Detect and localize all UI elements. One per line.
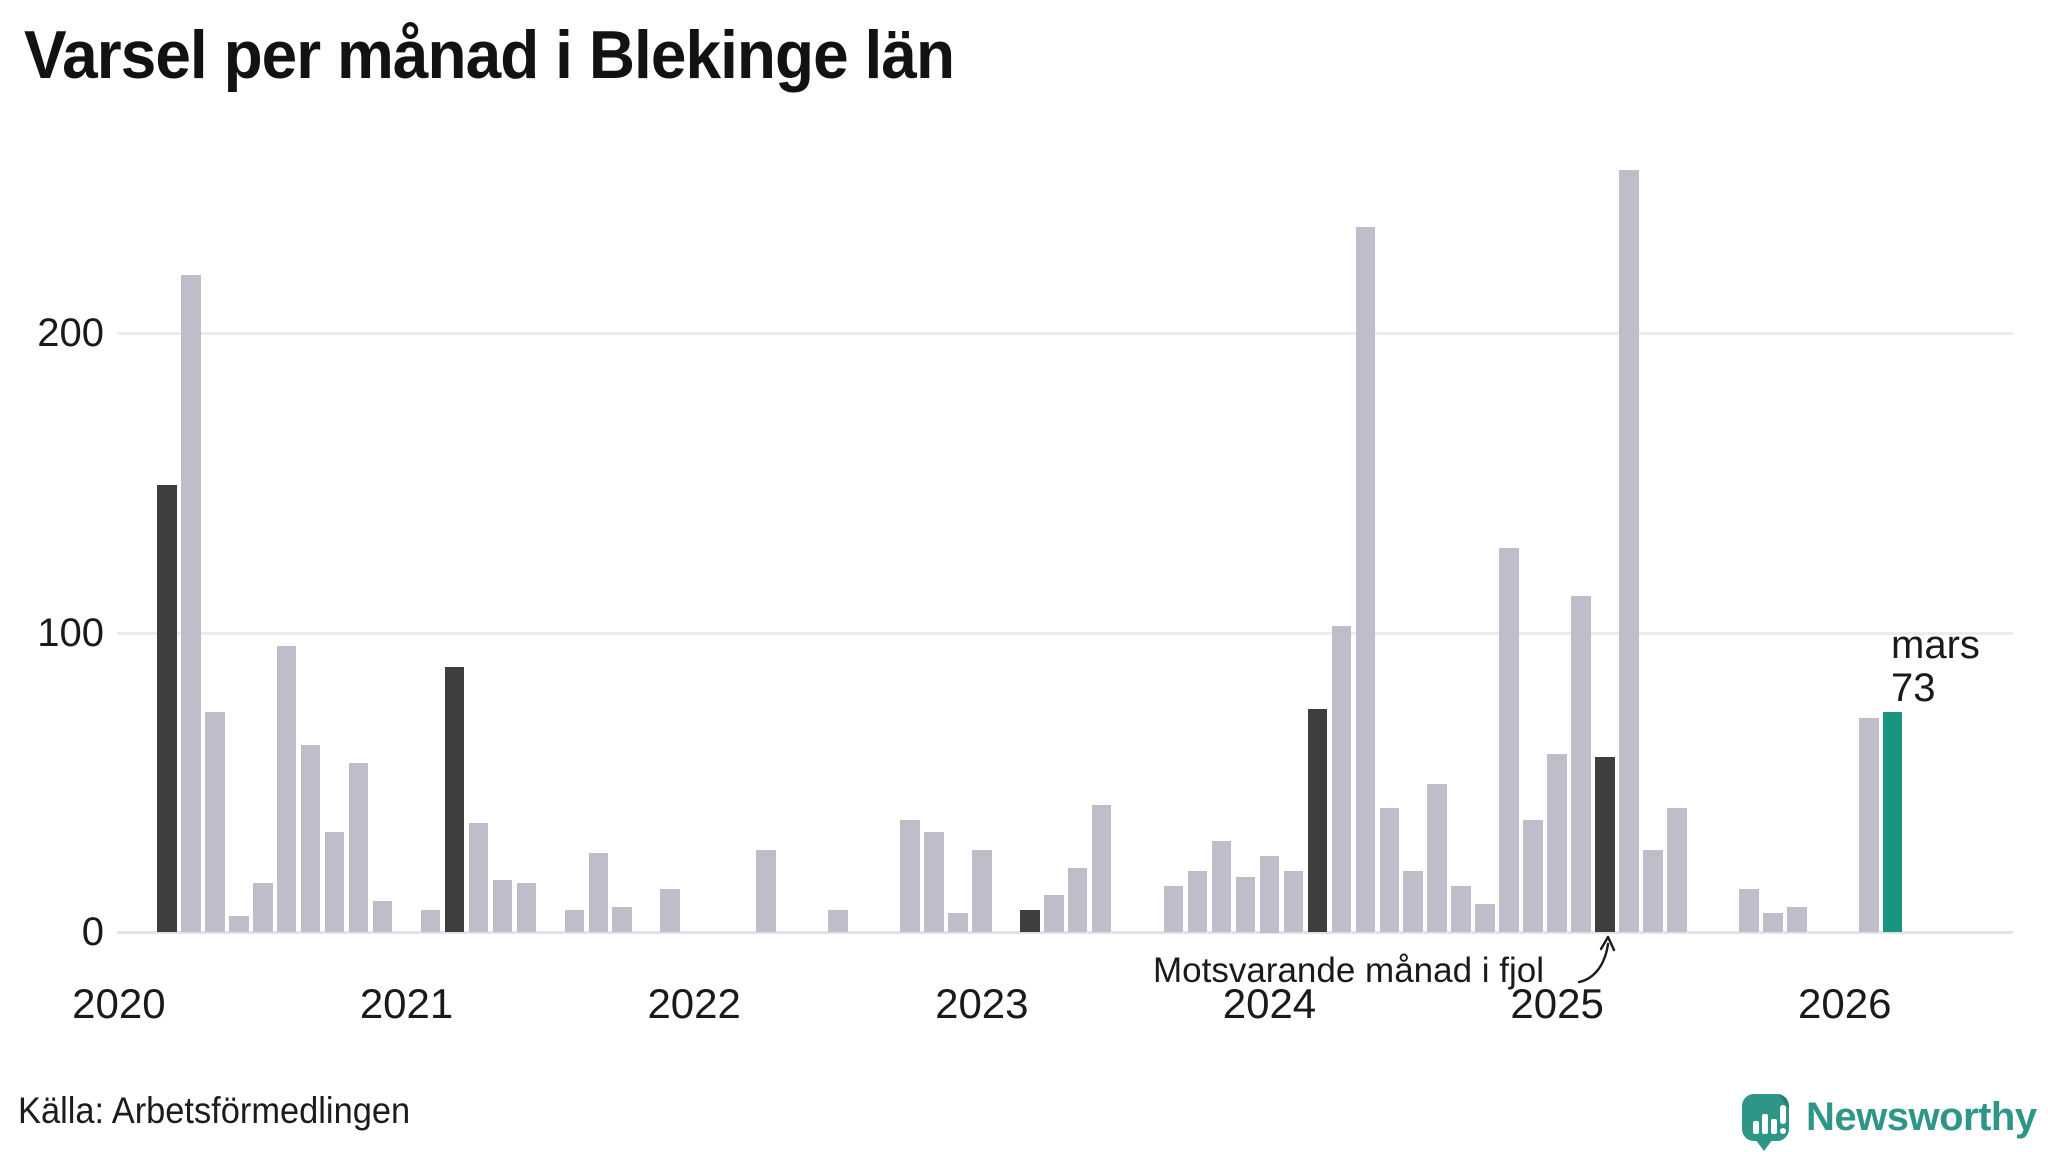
bar bbox=[1547, 754, 1567, 933]
bar bbox=[1379, 808, 1400, 933]
x-axis-year-label: 2022 bbox=[647, 980, 741, 1027]
bar bbox=[612, 907, 633, 933]
bar bbox=[948, 913, 968, 933]
bar bbox=[756, 850, 776, 933]
bar bbox=[1763, 913, 1783, 933]
bar bbox=[1067, 868, 1088, 933]
bar bbox=[1858, 718, 1879, 933]
bar bbox=[1499, 547, 1519, 933]
bar bbox=[1211, 841, 1232, 933]
bar bbox=[900, 820, 920, 933]
current-bar-label: mars 73 bbox=[1891, 624, 1980, 710]
gridline bbox=[117, 332, 2013, 335]
bar-same-month-previous-year bbox=[444, 667, 465, 933]
bar-same-month-previous-year bbox=[157, 484, 177, 933]
bar bbox=[324, 832, 345, 933]
bar bbox=[372, 901, 393, 933]
x-axis-year-label: 2025 bbox=[1510, 980, 1604, 1027]
logo-bar-icon bbox=[1753, 1121, 1759, 1134]
bar bbox=[564, 910, 585, 933]
bar bbox=[492, 880, 513, 933]
bar-current-month bbox=[1882, 712, 1903, 933]
bar bbox=[300, 745, 321, 933]
bar bbox=[1619, 170, 1639, 933]
bar bbox=[1403, 871, 1424, 933]
bar bbox=[1355, 227, 1376, 933]
current-bar-month: mars bbox=[1891, 623, 1980, 667]
x-axis-year-label: 2020 bbox=[72, 980, 166, 1027]
bar bbox=[828, 910, 848, 933]
bar bbox=[1475, 904, 1495, 933]
bar bbox=[1643, 850, 1663, 933]
newsworthy-logo: Newsworthy bbox=[1742, 1094, 2037, 1151]
bar bbox=[1259, 856, 1280, 933]
x-axis-year-label: 2021 bbox=[359, 980, 454, 1027]
logo-exclamation-icon bbox=[1780, 1105, 1786, 1124]
logo-bar-icon bbox=[1762, 1114, 1768, 1134]
y-axis-tick-label: 200 bbox=[37, 311, 104, 355]
bar bbox=[252, 883, 273, 933]
bar-same-month-previous-year bbox=[1595, 757, 1615, 933]
bar bbox=[972, 850, 992, 933]
logo-exclamation-dot-icon bbox=[1780, 1128, 1786, 1134]
bar bbox=[516, 883, 537, 933]
bar bbox=[588, 853, 609, 933]
bar bbox=[1571, 595, 1591, 933]
bar bbox=[1091, 805, 1112, 933]
newsworthy-logo-icon bbox=[1742, 1094, 1789, 1151]
bar bbox=[348, 763, 369, 933]
bar bbox=[228, 916, 249, 933]
x-axis-year-label: 2024 bbox=[1222, 980, 1317, 1027]
x-axis-year-label: 2023 bbox=[935, 980, 1029, 1027]
bar bbox=[1739, 889, 1759, 933]
annotation-text: Motsvarande månad i fjol bbox=[1153, 951, 1545, 990]
bar bbox=[1667, 808, 1687, 933]
bar bbox=[1283, 871, 1304, 933]
x-axis-line bbox=[117, 931, 2013, 934]
bar bbox=[1523, 820, 1543, 933]
bar bbox=[420, 910, 441, 933]
bar bbox=[276, 646, 297, 933]
bar bbox=[468, 823, 489, 933]
bar bbox=[1427, 784, 1448, 933]
bar bbox=[181, 275, 201, 933]
annotation-arrow-icon bbox=[1577, 935, 1616, 984]
y-axis-tick-label: 0 bbox=[81, 910, 104, 954]
bar-same-month-previous-year bbox=[1307, 709, 1328, 933]
gridline bbox=[117, 631, 2013, 635]
newsworthy-wordmark: Newsworthy bbox=[1806, 1095, 2037, 1139]
bar bbox=[1163, 886, 1184, 933]
chart-title: Varsel per månad i Blekinge län bbox=[24, 17, 955, 93]
source-label: Källa: Arbetsförmedlingen bbox=[18, 1090, 411, 1131]
logo-speech-tail bbox=[1755, 1139, 1773, 1151]
logo-bar-icon bbox=[1771, 1119, 1777, 1134]
bar bbox=[1787, 907, 1807, 933]
current-bar-value: 73 bbox=[1891, 666, 1936, 710]
bar bbox=[204, 712, 225, 933]
y-axis-tick-label: 100 bbox=[37, 610, 104, 655]
bar bbox=[1235, 877, 1256, 933]
bar bbox=[1043, 895, 1064, 933]
bar bbox=[660, 889, 680, 933]
bar bbox=[1331, 625, 1352, 933]
x-axis-year-label: 2026 bbox=[1798, 980, 1892, 1027]
bar bbox=[1451, 886, 1471, 933]
bar-same-month-previous-year bbox=[1019, 910, 1040, 933]
bar bbox=[1187, 871, 1208, 933]
bar bbox=[924, 832, 944, 933]
